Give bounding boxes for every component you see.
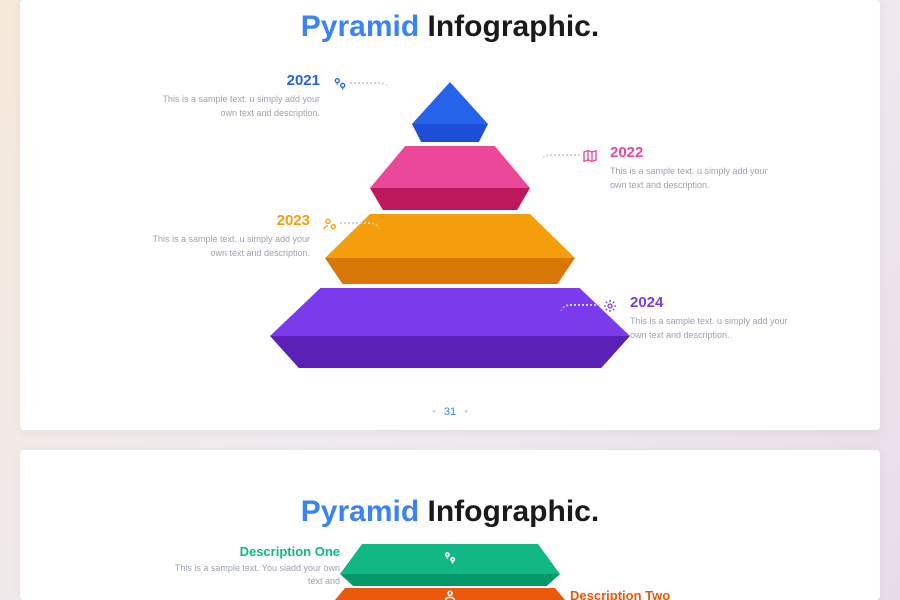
title-word-2: Infographic. (419, 495, 599, 528)
map-icon (580, 146, 600, 166)
callout-year: 2024 (630, 294, 800, 311)
callout-2022: 2022 This is a sample text. u simply add… (610, 144, 780, 192)
slide-title: Pyramid Infographic. (60, 10, 840, 44)
pyramid-layer-1 (412, 82, 488, 142)
callout-2021: 2021 This is a sample text. u simply add… (150, 72, 320, 120)
slide-2: Pyramid Infographic. Description One Thi… (20, 450, 880, 600)
pyramid-3d (260, 82, 640, 362)
pyramid-stage: 2021 This is a sample text. u simply add… (60, 64, 840, 384)
user-icon (442, 588, 458, 600)
callout-2023: 2023 This is a sample text. u simply add… (140, 212, 310, 260)
footsteps-icon (442, 550, 458, 569)
pyramid-layer-2 (370, 146, 530, 210)
title-word-2: Infographic. (419, 10, 599, 43)
callout-heading: Description One (170, 544, 340, 559)
callout-desc: This is a sample text. u simply add your… (150, 93, 320, 120)
callout-desc: This is a sample text. u simply add your… (630, 315, 800, 342)
slide-1: Pyramid Infographic. 2021 This is a samp… (20, 0, 880, 430)
callout-heading: Description Two (570, 588, 740, 600)
pyramid-layer-4 (270, 288, 630, 368)
callout-2024: 2024 This is a sample text. u simply add… (630, 294, 800, 342)
user-gear-icon (320, 214, 340, 234)
callout-desc-one: Description One This is a sample text. Y… (170, 544, 340, 587)
callout-desc: This is a sample text. u simply add your… (610, 165, 780, 192)
pyramid-inverted (320, 544, 580, 600)
callout-year: 2021 (150, 72, 320, 89)
title-word-1: Pyramid (301, 495, 419, 528)
gear-icon (600, 296, 620, 316)
page-number: 31 (424, 406, 476, 418)
connector-line (540, 154, 580, 169)
callout-desc: This is a sample text. You siadd your ow… (170, 562, 340, 587)
connector-line (560, 304, 600, 319)
pyramid-stage-2: Description One This is a sample text. Y… (60, 544, 840, 600)
slide-title: Pyramid Infographic. (60, 495, 840, 529)
title-word-1: Pyramid (301, 10, 419, 43)
callout-year: 2022 (610, 144, 780, 161)
callout-desc-two: Description Two (570, 588, 740, 600)
connector-line (340, 222, 380, 237)
footsteps-icon (330, 74, 350, 94)
connector-line (350, 82, 390, 97)
callout-desc: This is a sample text. u simply add your… (140, 233, 310, 260)
callout-year: 2023 (140, 212, 310, 229)
